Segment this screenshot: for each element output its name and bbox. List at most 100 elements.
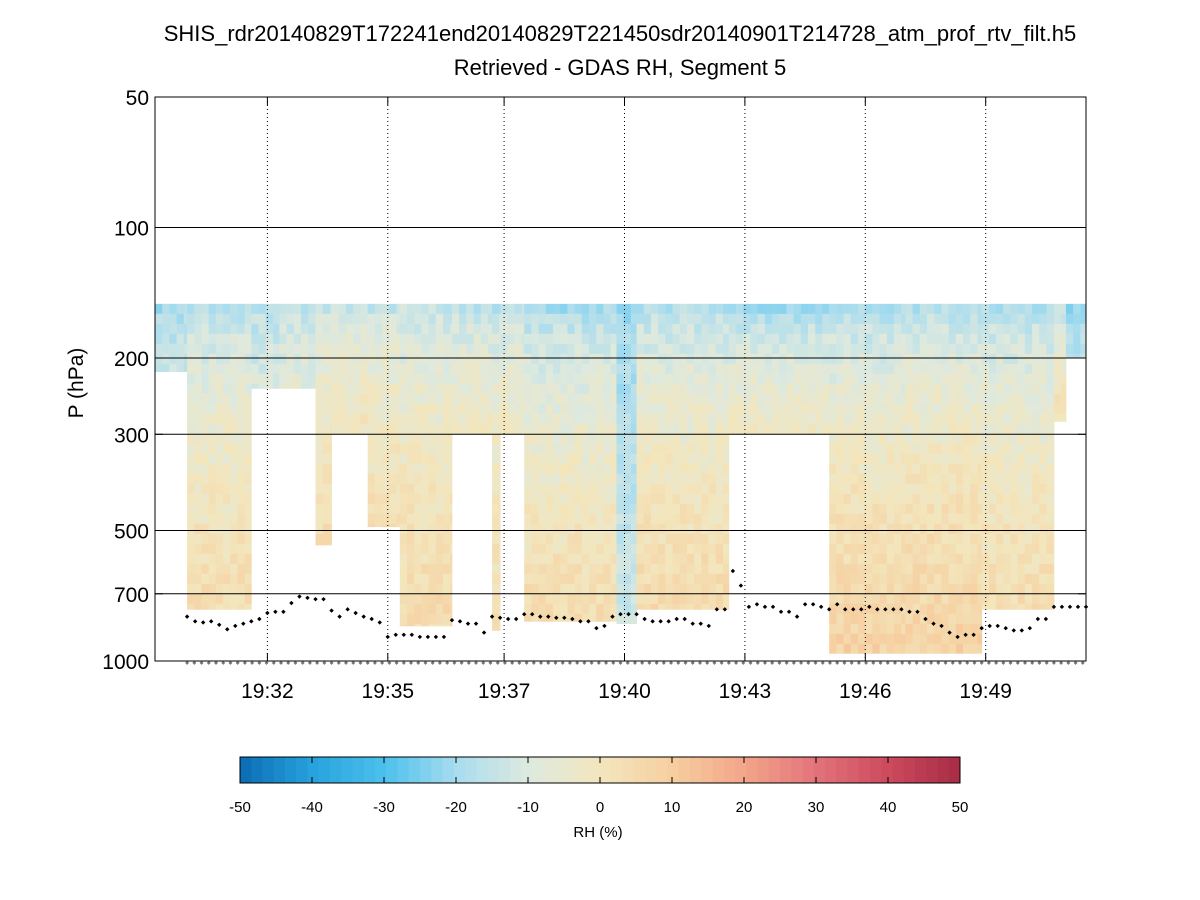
- heatmap-cell: [406, 493, 415, 505]
- heatmap-cell: [694, 413, 702, 425]
- cloud-top-point: [730, 568, 736, 574]
- heatmap-cell: [919, 523, 928, 535]
- heatmap-cell: [750, 383, 759, 395]
- heatmap-cell: [507, 423, 515, 435]
- heatmap-cell: [616, 613, 625, 625]
- heatmap-cell: [1032, 323, 1040, 335]
- heatmap-cell: [389, 473, 397, 485]
- heatmap-cell: [919, 383, 928, 395]
- heatmap-cell: [715, 393, 724, 405]
- surface-point: [755, 660, 760, 665]
- heatmap-cell: [750, 343, 759, 355]
- heatmap-cell: [374, 493, 383, 505]
- heatmap-cell: [941, 503, 950, 515]
- heatmap-cell: [919, 343, 928, 355]
- heatmap-cell: [421, 373, 429, 385]
- heatmap-cell: [1024, 403, 1033, 415]
- heatmap-cell: [514, 343, 523, 355]
- heatmap-cell: [779, 323, 787, 335]
- heatmap-cell: [353, 333, 361, 345]
- heatmap-cell: [948, 513, 957, 525]
- heatmap-cell: [329, 303, 332, 315]
- heatmap-cell: [414, 403, 422, 415]
- heatmap-cell: [1010, 383, 1019, 395]
- heatmap-cell: [728, 373, 737, 385]
- heatmap-cell: [672, 373, 681, 385]
- heatmap-cell: [435, 453, 444, 465]
- heatmap-cell: [694, 403, 702, 415]
- heatmap-cell: [865, 593, 873, 605]
- colorbar-block: [352, 757, 365, 783]
- surface-point: [1080, 660, 1085, 665]
- heatmap-cell: [927, 413, 935, 425]
- heatmap-cell: [643, 443, 652, 455]
- surface-point: [878, 660, 883, 665]
- heatmap-cell: [414, 593, 422, 605]
- heatmap-cell: [1017, 503, 1026, 515]
- heatmap-cell: [194, 473, 202, 485]
- heatmap-cell: [499, 433, 501, 445]
- heatmap-cell: [435, 443, 444, 455]
- heatmap-cell: [948, 413, 957, 425]
- heatmap-cell: [421, 353, 429, 365]
- cloud-top-point: [955, 634, 960, 640]
- heatmap-cell: [963, 373, 971, 385]
- heatmap-cell: [588, 353, 597, 365]
- heatmap-cell: [581, 613, 590, 622]
- heatmap-cell: [643, 503, 652, 515]
- heatmap-cell: [382, 523, 390, 528]
- heatmap-cell: [836, 613, 844, 625]
- colorbar-block: [543, 757, 556, 783]
- heatmap-cell: [406, 533, 415, 545]
- heatmap-cell: [948, 323, 957, 335]
- heatmap-cell: [531, 413, 539, 425]
- heatmap-cell: [406, 463, 415, 475]
- heatmap-cell: [857, 343, 866, 355]
- heatmap-cell: [616, 383, 625, 395]
- heatmap-cell: [616, 483, 625, 495]
- heatmap-cell: [538, 393, 547, 405]
- heatmap-cell: [215, 453, 224, 465]
- heatmap-cell: [857, 323, 866, 335]
- heatmap-cell: [879, 553, 888, 565]
- heatmap-cell: [286, 373, 295, 385]
- heatmap-cell: [1024, 343, 1033, 355]
- heatmap-cell: [610, 443, 617, 455]
- heatmap-cell: [843, 523, 852, 535]
- heatmap-cell: [1032, 603, 1040, 610]
- heatmap-cell: [843, 453, 852, 465]
- heatmap-cell: [1017, 303, 1026, 315]
- surface-point: [553, 660, 558, 665]
- heatmap-cell: [728, 393, 737, 405]
- heatmap-cell: [1024, 353, 1033, 365]
- heatmap-cell: [977, 623, 983, 635]
- heatmap-cell: [941, 603, 950, 615]
- colorbar-block: [363, 757, 376, 783]
- heatmap-cell: [574, 443, 583, 455]
- heatmap-cell: [686, 583, 695, 595]
- heatmap-cell: [545, 413, 554, 425]
- heatmap-cell: [879, 603, 888, 615]
- heatmap-cell: [237, 333, 246, 345]
- heatmap-cell: [421, 573, 429, 585]
- heatmap-cell: [836, 443, 844, 455]
- heatmap-cell: [779, 333, 787, 345]
- heatmap-cell: [772, 333, 780, 345]
- heatmap-cell: [658, 383, 666, 395]
- heatmap-cell: [636, 603, 645, 610]
- heatmap-cell: [588, 483, 597, 495]
- heatmap-cell: [623, 603, 632, 615]
- heatmap-cell: [977, 383, 983, 395]
- surface-point: [1030, 660, 1035, 665]
- heatmap-cell: [793, 303, 802, 315]
- surface-point: [589, 660, 594, 665]
- heatmap-cell: [996, 533, 1004, 545]
- heatmap-cell: [244, 593, 252, 605]
- heatmap-cell: [194, 533, 202, 545]
- heatmap-cell: [187, 403, 195, 415]
- heatmap-cell: [514, 323, 523, 335]
- heatmap-cell: [694, 573, 702, 585]
- heatmap-cell: [353, 323, 361, 335]
- heatmap-cell: [650, 303, 659, 315]
- colorbar-block: [915, 757, 927, 783]
